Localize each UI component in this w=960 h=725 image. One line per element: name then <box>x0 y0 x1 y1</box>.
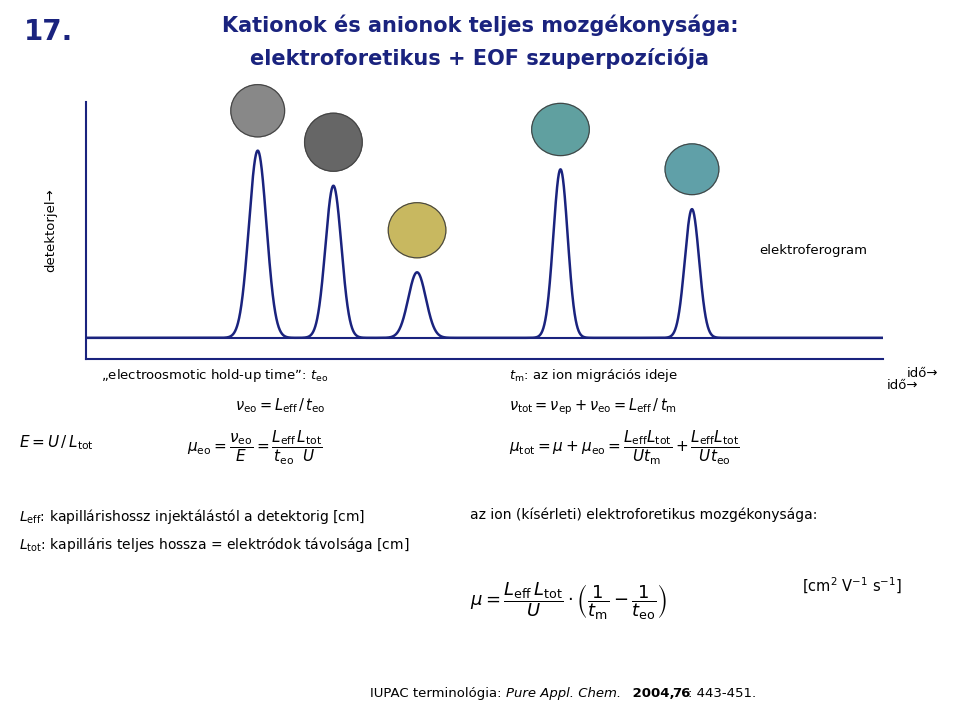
Text: az ion (kísérleti) elektroforetikus mozgékonysága:: az ion (kísérleti) elektroforetikus mozg… <box>470 507 818 522</box>
Text: $E = U \,/\, L_{\rm tot}$: $E = U \,/\, L_{\rm tot}$ <box>19 434 94 452</box>
Text: „electroosmotic hold-up time”: $t_{\rm eo}$: „electroosmotic hold-up time”: $t_{\rm e… <box>101 367 328 384</box>
Text: $\mu = \dfrac{L_{\rm eff}\, L_{\rm tot}}{U} \cdot \left( \dfrac{1}{t_{\rm m}} - : $\mu = \dfrac{L_{\rm eff}\, L_{\rm tot}}… <box>470 580 668 621</box>
Text: elektroferogram: elektroferogram <box>759 244 867 257</box>
Text: idő→: idő→ <box>907 367 939 380</box>
Text: elektroforetikus + EOF szuperpozíciója: elektroforetikus + EOF szuperpozíciója <box>251 47 709 69</box>
Text: [cm$^2$ V$^{-1}$ s$^{-1}$]: [cm$^2$ V$^{-1}$ s$^{-1}$] <box>802 576 901 597</box>
Text: 2004,: 2004, <box>628 687 679 700</box>
Text: : 443-451.: : 443-451. <box>688 687 756 700</box>
Text: $L_{\rm tot}$: kapilláris teljes hossza = elektródok távolsága [cm]: $L_{\rm tot}$: kapilláris teljes hossza … <box>19 535 410 554</box>
Text: detektorjel→: detektorjel→ <box>44 188 57 272</box>
Text: $t_{\rm m}$: az ion migrációs ideje: $t_{\rm m}$: az ion migrációs ideje <box>509 367 678 384</box>
Text: IUPAC terminológia:: IUPAC terminológia: <box>370 687 505 700</box>
Text: idő→: idő→ <box>887 379 919 392</box>
Text: $\mu_{\rm tot} = \mu + \mu_{\rm eo} = \dfrac{L_{\rm eff} L_{\rm tot}}{U t_{\rm m: $\mu_{\rm tot} = \mu + \mu_{\rm eo} = \d… <box>509 429 739 468</box>
Text: Pure Appl. Chem.: Pure Appl. Chem. <box>506 687 621 700</box>
Text: 76: 76 <box>672 687 690 700</box>
Text: $\mu_{\rm eo} = \dfrac{\nu_{\rm eo}}{E} = \dfrac{L_{\rm eff}}{t_{\rm eo}} \dfrac: $\mu_{\rm eo} = \dfrac{\nu_{\rm eo}}{E} … <box>187 429 323 468</box>
Text: 17.: 17. <box>24 18 73 46</box>
Text: $L_{\rm eff}$: kapillárishossz injektálástól a detektorig [cm]: $L_{\rm eff}$: kapillárishossz injektálá… <box>19 507 366 526</box>
Text: $\nu_{\rm eo} = L_{\rm eff} \,/\, t_{\rm eo}$: $\nu_{\rm eo} = L_{\rm eff} \,/\, t_{\rm… <box>235 397 325 415</box>
Text: $\nu_{\rm tot} = \nu_{\rm ep} + \nu_{\rm eo} = L_{\rm eff} \,/\, t_{\rm m}$: $\nu_{\rm tot} = \nu_{\rm ep} + \nu_{\rm… <box>509 397 677 417</box>
Text: Kationok és anionok teljes mozgékonysága:: Kationok és anionok teljes mozgékonysága… <box>222 14 738 36</box>
